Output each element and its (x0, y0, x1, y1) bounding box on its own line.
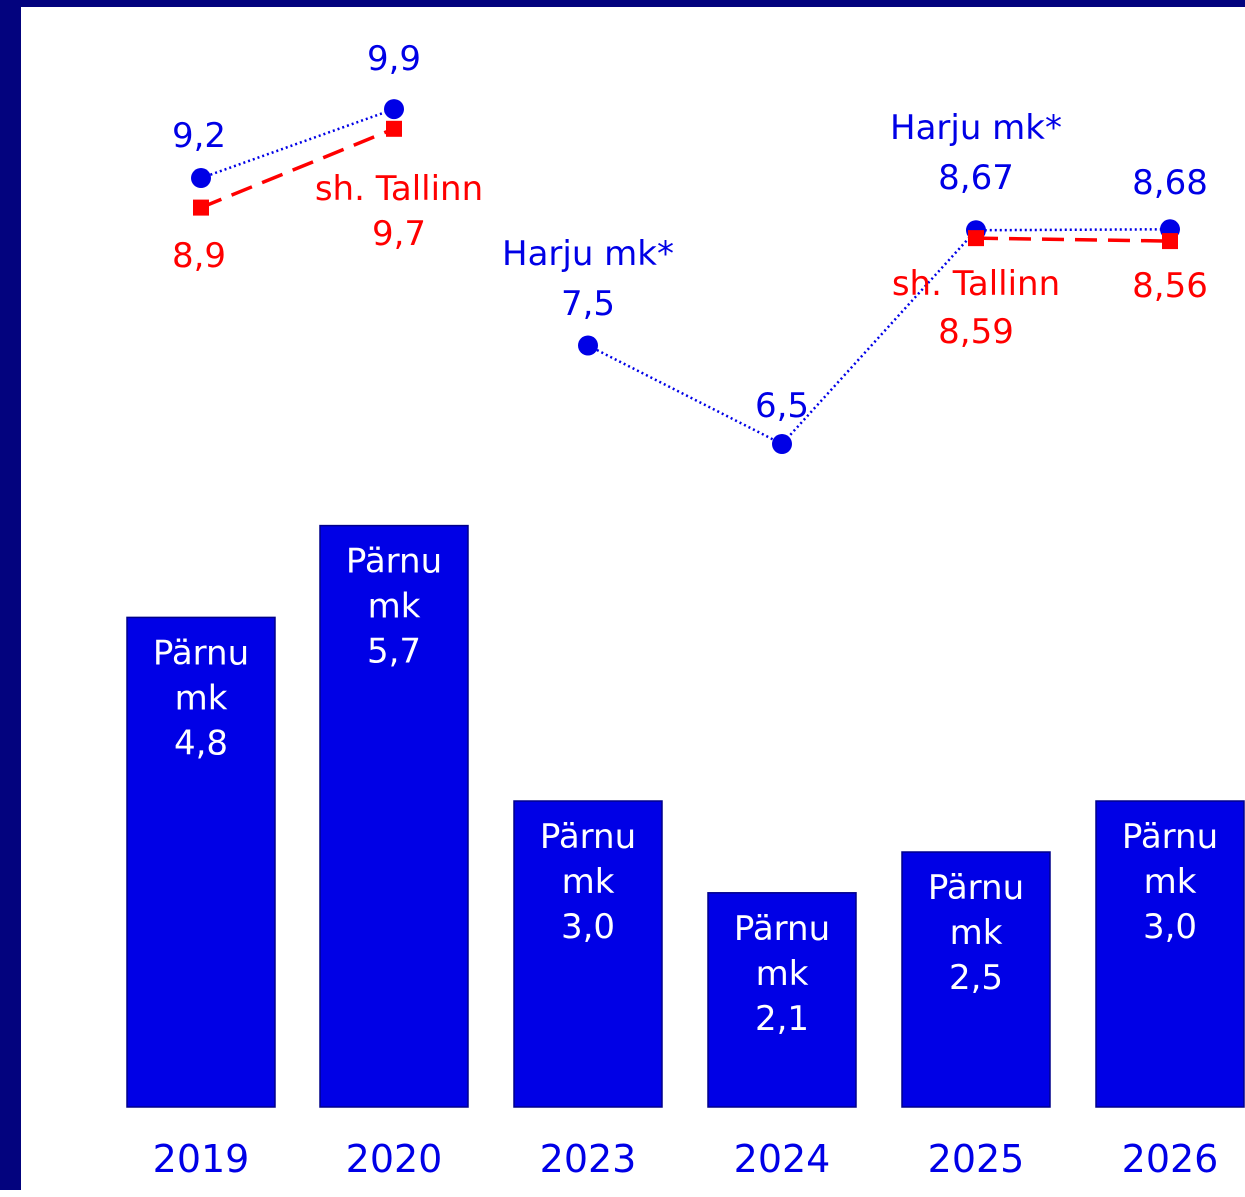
harju-label-2019-0: 9,2 (172, 116, 226, 156)
harju-point-2019 (191, 168, 211, 189)
bar-label-2020-0: Pärnu (346, 542, 442, 582)
x-tick-label-2024: 2024 (734, 1137, 831, 1181)
tallinn-label-2025-1: 8,59 (938, 312, 1014, 352)
x-tick-label-2023: 2023 (540, 1137, 637, 1181)
bar-label-2026-0: Pärnu (1122, 817, 1218, 857)
x-axis: 2019 2020 2023 2024 2025 2026 (153, 1137, 1219, 1181)
tallinn-label-2026-0: 8,56 (1132, 266, 1208, 306)
tallinn-line-segment-1 (975, 236, 1171, 243)
chart: Pärnu mk 4,8 Pärnu mk 5,7 Pärnu mk 3,0 Pärnu mk 2,1… (126, 39, 1245, 1181)
harju-label-2020-0: 9,9 (367, 39, 421, 79)
tallinn-label-2019-0: 8,9 (172, 236, 226, 276)
bar-2020 (319, 524, 469, 1108)
tallinn-label-2025-0: sh. Tallinn (892, 264, 1060, 304)
bar-label-2023-2: 3,0 (561, 907, 615, 947)
x-tick-label-2026: 2026 (1122, 1137, 1219, 1181)
tallinn-point-2020 (386, 120, 402, 137)
bar-label-2024-1: mk (756, 954, 809, 994)
harju-line-segment-1 (587, 228, 1171, 446)
tallinn-point-2026 (1162, 233, 1178, 250)
harju-point-2024 (772, 434, 792, 454)
tallinn-line-segment-0 (200, 127, 395, 210)
bars-layer: Pärnu mk 4,8 Pärnu mk 5,7 Pärnu mk 3,0 Pärnu mk 2,1… (126, 524, 1245, 1108)
harju-label-2024-0: 6,5 (755, 386, 809, 426)
tallinn-point-2019 (193, 199, 209, 216)
bar-label-2023-0: Pärnu (540, 817, 636, 857)
bar-2026 (1095, 800, 1245, 1108)
bar-label-2025-0: Pärnu (928, 868, 1024, 908)
bar-label-2019-0: Pärnu (153, 633, 249, 673)
bar-2024 (707, 892, 857, 1108)
bar-label-2024-0: Pärnu (734, 909, 830, 949)
harju-label-2025-1: 8,67 (938, 158, 1014, 198)
bar-label-2025-2: 2,5 (949, 958, 1003, 998)
bar-label-2020-2: 5,7 (367, 632, 421, 672)
x-tick-label-2020: 2020 (346, 1137, 443, 1181)
bar-2019 (126, 616, 276, 1108)
bar-label-2023-1: mk (562, 862, 615, 902)
bar-label-2019-1: mk (175, 678, 228, 718)
x-tick-label-2025: 2025 (928, 1137, 1025, 1181)
bar-label-2020-1: mk (368, 587, 421, 627)
harju-point-2023 (578, 335, 598, 356)
bar-label-2025-1: mk (950, 913, 1003, 953)
harju-point-2020 (384, 99, 404, 120)
harju-label-2023-0: Harju mk* (502, 234, 674, 274)
tallinn-point-2025 (968, 230, 984, 247)
bar-label-2024-2: 2,1 (755, 999, 809, 1039)
bar-label-2026-2: 3,0 (1143, 907, 1197, 947)
tallinn-label-2020-0: sh. Tallinn (315, 169, 483, 209)
x-tick-label-2019: 2019 (153, 1137, 250, 1181)
lines-layer (191, 99, 1180, 454)
labels-layer: 9,2 9,9 Harju mk* 7,5 6,5 Harju mk* 8,67 8,68 8,… (172, 39, 1208, 426)
harju-line-segment-0 (200, 107, 395, 180)
bar-label-2026-1: mk (1144, 862, 1197, 902)
harju-label-2025-0: Harju mk* (890, 108, 1062, 148)
harju-label-2023-1: 7,5 (561, 284, 615, 324)
harju-label-2026-0: 8,68 (1132, 163, 1208, 203)
tallinn-label-2020-1: 9,7 (372, 214, 426, 254)
bar-2023 (513, 800, 663, 1108)
bar-label-2019-2: 4,8 (174, 723, 228, 763)
bar-2025 (901, 851, 1051, 1108)
